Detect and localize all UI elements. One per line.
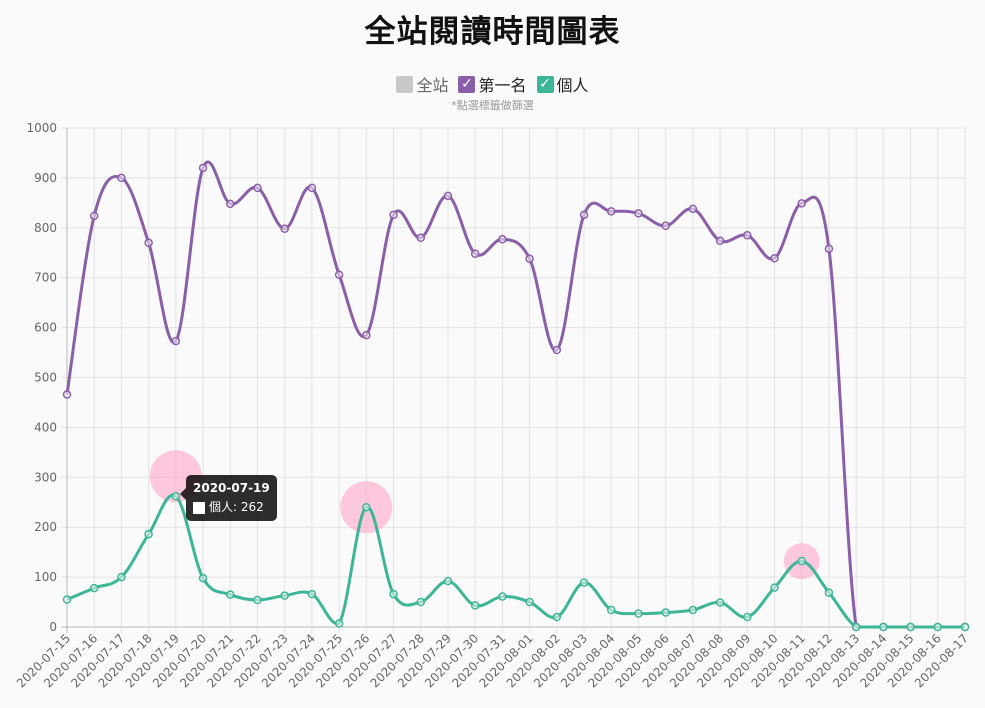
data-point	[171, 492, 181, 501]
data-point	[797, 556, 806, 566]
legend-hint: *點選標籤做篩選	[451, 99, 534, 112]
data-point	[62, 390, 72, 399]
data-point	[253, 595, 262, 605]
data-point	[470, 601, 480, 610]
tooltip-title: 2020-07-19	[193, 481, 270, 495]
data-point	[851, 622, 861, 632]
y-tick-label: 400	[34, 420, 57, 434]
data-point	[579, 578, 589, 587]
data-point	[416, 597, 426, 607]
data-point	[280, 591, 289, 600]
data-point	[416, 233, 426, 243]
data-point	[307, 589, 317, 599]
data-point	[470, 249, 480, 258]
data-point	[525, 597, 534, 607]
y-tick-label: 800	[34, 221, 57, 235]
y-tick-label: 300	[34, 470, 57, 484]
legend-personal-label: 個人	[556, 76, 589, 95]
data-point	[226, 199, 235, 209]
data-point	[144, 529, 153, 539]
legend-personal-checkbox[interactable]: ✓	[536, 75, 554, 93]
data-point	[117, 572, 126, 582]
data-point	[715, 236, 725, 246]
data-point	[579, 210, 589, 220]
data-point	[634, 209, 643, 218]
data-point	[879, 622, 888, 632]
data-point	[198, 573, 208, 583]
data-point	[525, 254, 534, 263]
y-tick-label: 900	[34, 171, 57, 185]
data-point	[797, 199, 806, 208]
data-point	[743, 231, 752, 240]
data-point	[498, 235, 507, 244]
data-point	[198, 163, 208, 173]
data-point	[443, 191, 453, 201]
data-point	[307, 183, 317, 193]
y-tick-label: 700	[34, 271, 57, 285]
data-point	[824, 244, 834, 254]
data-point	[117, 173, 126, 183]
data-point	[960, 622, 970, 632]
data-point	[362, 502, 371, 512]
data-point	[933, 622, 943, 632]
y-tick-label: 1000	[26, 121, 57, 135]
data-point	[906, 622, 915, 632]
y-tick-label: 0	[49, 620, 57, 634]
tooltip-swatch	[193, 501, 205, 514]
y-tick-label: 100	[34, 570, 57, 584]
data-point	[334, 270, 344, 279]
data-point	[552, 612, 562, 622]
data-point	[661, 221, 670, 231]
legend-item-site[interactable]: 全站	[396, 72, 448, 96]
tooltip-label: 個人: 262	[209, 500, 264, 514]
data-point	[661, 608, 670, 617]
legend-site-label: 全站	[416, 76, 449, 95]
chart-title: 全站閱讀時間圖表	[364, 14, 621, 50]
data-point	[498, 592, 507, 601]
data-point	[824, 588, 834, 597]
data-point	[443, 576, 453, 586]
data-point	[89, 211, 99, 221]
y-tick-label: 600	[34, 321, 57, 335]
tooltip: 2020-07-19 個人: 262	[186, 475, 277, 521]
y-tick-label: 200	[34, 520, 57, 534]
data-point	[743, 612, 752, 622]
data-point	[389, 210, 398, 220]
data-point	[770, 583, 779, 592]
data-point	[770, 253, 779, 263]
data-point	[389, 589, 398, 599]
data-point	[606, 605, 616, 615]
data-point	[715, 598, 725, 607]
tooltip-caret	[180, 488, 186, 500]
data-point	[253, 183, 262, 193]
y-tick-label: 500	[34, 371, 57, 385]
legend-item-personal[interactable]: ✓ 個人	[536, 72, 589, 96]
data-point	[89, 583, 99, 593]
data-point	[226, 590, 235, 599]
data-point	[688, 605, 698, 615]
legend-top-checkbox[interactable]: ✓	[458, 75, 476, 93]
data-point	[362, 330, 371, 340]
data-point	[62, 595, 72, 604]
data-point	[606, 207, 616, 216]
data-point	[334, 619, 344, 628]
data-point	[552, 345, 562, 355]
data-point	[688, 204, 698, 214]
legend-top-label: 第一名	[478, 76, 527, 95]
legend-item-top[interactable]: ✓ 第一名	[458, 72, 527, 96]
data-point	[171, 336, 181, 346]
legend-site-checkbox[interactable]	[396, 75, 414, 93]
data-point	[144, 238, 153, 248]
data-point	[280, 224, 289, 234]
legend: 全站 ✓ 第一名 ✓ 個人	[0, 72, 985, 96]
data-point	[634, 609, 643, 618]
